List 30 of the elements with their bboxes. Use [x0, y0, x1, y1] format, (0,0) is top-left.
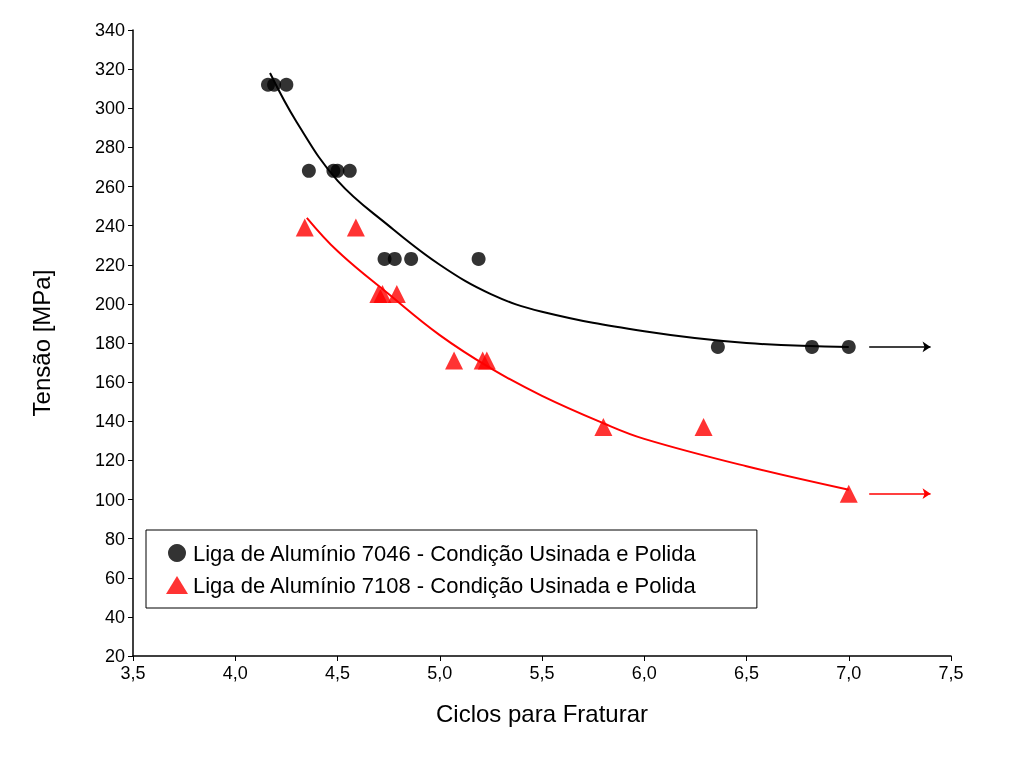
- x-tick-label: 7,5: [938, 663, 964, 683]
- y-tick-label: 180: [94, 333, 125, 353]
- x-tick-label: 7,0: [836, 663, 862, 683]
- x-tick-label: 4,5: [324, 663, 351, 683]
- y-tick-label: 280: [94, 137, 125, 158]
- y-tick-label: 140: [94, 411, 125, 432]
- y-tick-label: 200: [94, 293, 125, 314]
- x-axis-title: Ciclos para Fraturar: [435, 699, 649, 727]
- x-tick-label: 6,5: [733, 663, 760, 683]
- y-tick-label: 220: [94, 254, 125, 275]
- y-tick-label: 40: [104, 606, 125, 627]
- legend-label: Liga de Alumínio 7108 - Condição Usinada e Polida: [193, 572, 697, 598]
- y-tick-label: 100: [94, 489, 125, 510]
- y-tick-label: 60: [104, 567, 125, 588]
- y-tick-label: 160: [94, 372, 125, 393]
- y-tick-label: 20: [104, 646, 125, 666]
- y-tick-label: 80: [104, 528, 125, 549]
- y-tick-label: 340: [94, 20, 125, 40]
- x-tick-label: 3,5: [120, 663, 146, 683]
- x-tick-label: 5,5: [529, 663, 555, 683]
- y-tick-label: 240: [94, 215, 125, 236]
- legend-label: Liga de Alumínio 7046 - Condição Usinada e Polida: [193, 540, 697, 566]
- y-tick-label: 300: [94, 98, 125, 119]
- y-axis-title: Tensão [MPa]: [27, 269, 55, 417]
- x-tick-label: 6,0: [631, 663, 657, 683]
- y-tick-label: 260: [94, 176, 125, 197]
- x-tick-label: 4,0: [222, 663, 248, 683]
- y-tick-label: 120: [94, 450, 125, 471]
- x-tick-label: 5,0: [427, 663, 453, 683]
- y-tick-label: 320: [94, 59, 125, 80]
